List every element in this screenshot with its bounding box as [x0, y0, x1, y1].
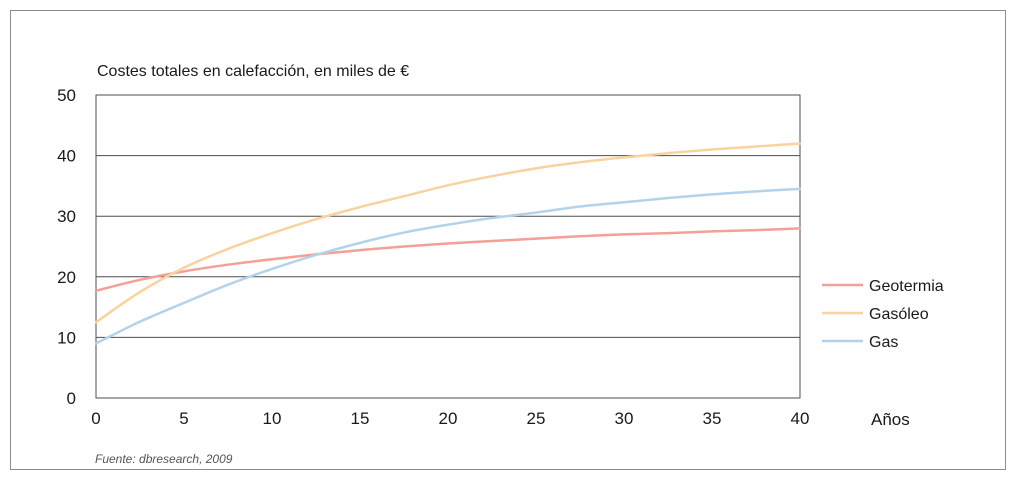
x-axis-label: Años [871, 410, 910, 429]
x-tick-label: 20 [439, 409, 458, 428]
series-lines [94, 142, 802, 345]
gridlines [96, 155, 800, 338]
series-line-gas [94, 187, 802, 345]
y-tick-label: 20 [57, 268, 76, 287]
line-chart: Costes totales en calefacción, en miles … [57, 63, 944, 466]
x-axis-ticks: 0 5 10 15 20 25 30 35 40 [91, 409, 809, 428]
chart-frame: Costes totales en calefacción, en miles … [10, 10, 1006, 470]
y-axis-ticks: 0 10 20 30 40 50 [57, 86, 76, 408]
legend-label-gas: Gas [869, 334, 898, 351]
series-line-geotermia [94, 227, 802, 292]
x-tick-label: 15 [351, 409, 370, 428]
legend: Geotermia Gasóleo Gas [822, 278, 944, 351]
x-tick-label: 35 [703, 409, 722, 428]
x-tick-label: 0 [91, 409, 100, 428]
y-tick-label: 0 [67, 389, 76, 408]
x-tick-label: 30 [615, 409, 634, 428]
x-tick-label: 10 [263, 409, 282, 428]
chart-title: Costes totales en calefacción, en miles … [97, 63, 409, 80]
plot-area [95, 94, 801, 399]
x-tick-label: 25 [527, 409, 546, 428]
x-tick-label: 40 [791, 409, 810, 428]
y-tick-label: 30 [57, 207, 76, 226]
legend-label-geotermia: Geotermia [869, 278, 944, 295]
x-tick-label: 5 [179, 409, 188, 428]
legend-label-gasoleo: Gasóleo [869, 306, 929, 323]
source-note: Fuente: dbresearch, 2009 [95, 452, 233, 466]
y-tick-label: 40 [57, 147, 76, 166]
y-tick-label: 50 [57, 86, 76, 105]
series-line-gasoleo [94, 142, 802, 324]
y-tick-label: 10 [57, 328, 76, 347]
